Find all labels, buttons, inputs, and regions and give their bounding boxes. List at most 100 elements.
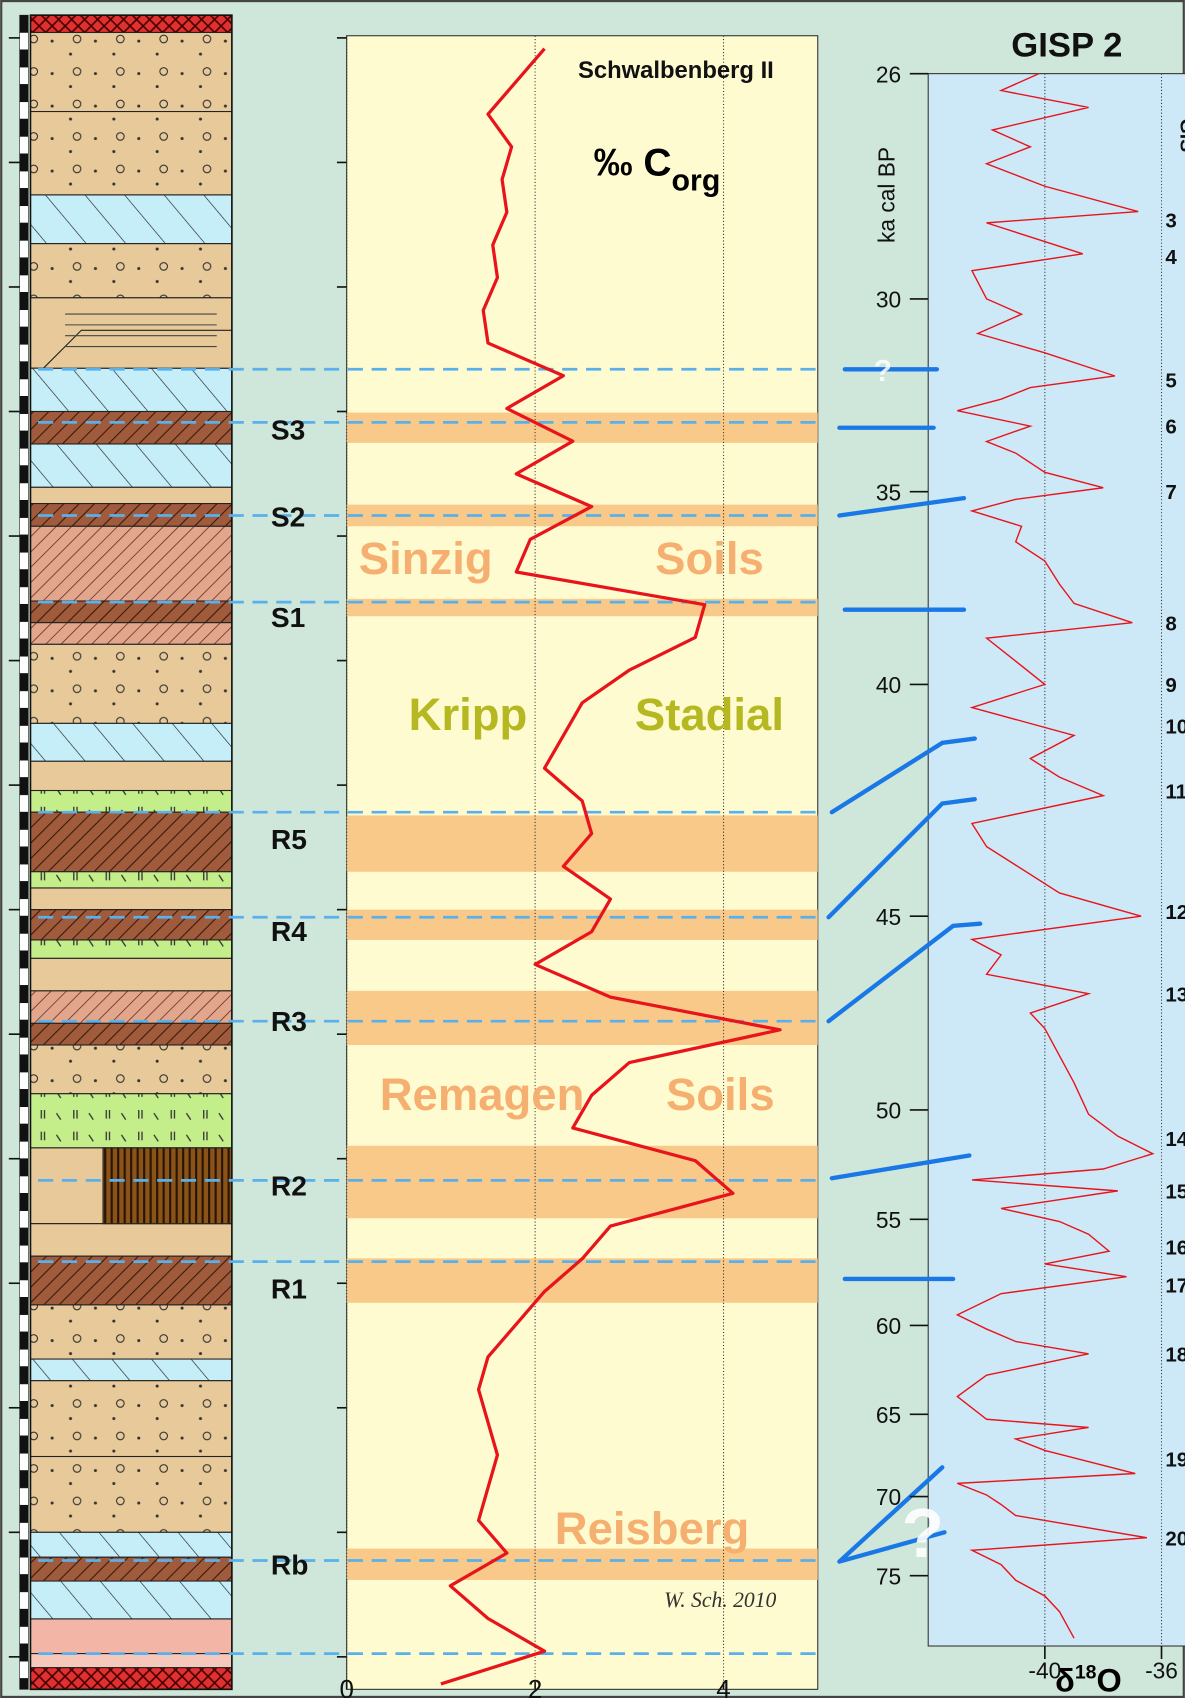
gis-label: 20 bbox=[1165, 1527, 1185, 1550]
tie-lines bbox=[826, 367, 983, 1564]
gis-label: 3 bbox=[1165, 210, 1176, 233]
ruler-segment bbox=[19, 621, 29, 640]
y-tick-label: 40 bbox=[876, 672, 901, 698]
ruler-segment bbox=[19, 881, 29, 900]
x-tick-label: 4 bbox=[716, 1674, 730, 1698]
question-mark: ? bbox=[873, 355, 892, 388]
ruler-segment bbox=[19, 777, 29, 796]
ruler-segment bbox=[19, 915, 29, 934]
ruler-segment bbox=[19, 759, 29, 778]
ruler-segment bbox=[19, 1037, 29, 1056]
ruler-segment bbox=[19, 1626, 29, 1645]
litho-layer bbox=[29, 503, 233, 527]
tie-line bbox=[829, 1153, 972, 1181]
corg-unit: ‰ Corg bbox=[594, 141, 721, 197]
annotation: Sinzig bbox=[359, 533, 493, 584]
ruler-segment bbox=[19, 1106, 29, 1125]
gis-label: 7 bbox=[1165, 481, 1176, 504]
x-tick-label: 2 bbox=[528, 1674, 542, 1698]
gis-label: 10 bbox=[1165, 716, 1185, 739]
ruler-segment bbox=[19, 1418, 29, 1437]
gis-label: 15 bbox=[1165, 1180, 1185, 1203]
litho-layer bbox=[29, 1667, 233, 1690]
ruler-segment bbox=[19, 170, 29, 189]
gisp-y-label: ka cal BP bbox=[874, 147, 900, 243]
ruler-segment bbox=[19, 465, 29, 484]
y-tick-label: 75 bbox=[876, 1563, 901, 1589]
ruler-segment bbox=[19, 517, 29, 536]
ruler-segment bbox=[19, 1504, 29, 1523]
soil-label: R2 bbox=[271, 1171, 307, 1202]
soil-band bbox=[346, 990, 818, 1046]
litho-layer bbox=[29, 367, 233, 413]
ruler-segment bbox=[19, 586, 29, 605]
ruler-segment bbox=[19, 933, 29, 952]
soil-label: R5 bbox=[271, 824, 307, 855]
gis-label: 12 bbox=[1165, 901, 1185, 924]
ruler-segment bbox=[19, 396, 29, 414]
soil-label: R4 bbox=[271, 916, 307, 947]
litho-layer bbox=[29, 1093, 233, 1149]
litho-frame bbox=[29, 14, 233, 1691]
ruler-segment bbox=[19, 1591, 29, 1610]
ruler-segment bbox=[19, 1678, 29, 1690]
x-tick-label: -36 bbox=[1145, 1658, 1178, 1684]
litho-layer bbox=[29, 1223, 233, 1257]
soil-label: R3 bbox=[271, 1006, 307, 1037]
ruler-segment bbox=[19, 846, 29, 865]
lithology-column bbox=[29, 14, 233, 1691]
question-mark: ? bbox=[902, 1494, 944, 1572]
ruler-segment bbox=[19, 811, 29, 830]
ruler-segment bbox=[19, 1158, 29, 1177]
gis-label: 9 bbox=[1165, 674, 1176, 697]
gis-label: 8 bbox=[1165, 612, 1176, 635]
ruler-segment bbox=[19, 1227, 29, 1246]
litho-layer bbox=[29, 1255, 233, 1306]
y-tick-label: 30 bbox=[876, 287, 901, 313]
gisp-title: GISP 2 bbox=[1011, 26, 1122, 64]
d18o-line bbox=[955, 73, 1155, 1639]
corg-title: Schwalbenberg II bbox=[578, 57, 774, 84]
tie-line bbox=[837, 495, 967, 518]
tie-line bbox=[826, 921, 983, 1024]
litho-layer bbox=[29, 243, 233, 299]
y-tick-label: 65 bbox=[876, 1402, 901, 1428]
ruler-segment bbox=[19, 1123, 29, 1142]
litho-layer bbox=[29, 600, 233, 624]
soil-band bbox=[346, 1548, 818, 1580]
ruler-segment bbox=[19, 1435, 29, 1454]
litho-layer bbox=[29, 1556, 233, 1582]
soil-label: S2 bbox=[271, 501, 305, 532]
ruler-segment bbox=[19, 725, 29, 744]
gis-label: 5 bbox=[1165, 369, 1176, 392]
y-tick-label: 26 bbox=[876, 61, 901, 87]
y-tick-label: 45 bbox=[876, 904, 901, 930]
y-tick-label: 50 bbox=[876, 1098, 901, 1124]
annotation: Reisberg bbox=[555, 1503, 750, 1554]
annotation: Remagen bbox=[380, 1069, 585, 1120]
litho-layer bbox=[29, 443, 233, 488]
ruler-segment bbox=[19, 1522, 29, 1541]
ruler-segment bbox=[19, 292, 29, 310]
ruler-segment bbox=[19, 1262, 29, 1281]
gis-label: 6 bbox=[1165, 416, 1176, 439]
soil-label: R1 bbox=[271, 1273, 307, 1304]
ruler-segment bbox=[19, 326, 29, 345]
ruler-segment bbox=[19, 552, 29, 570]
litho-layer bbox=[29, 410, 233, 445]
soil-band bbox=[346, 1258, 818, 1303]
ruler-segment bbox=[19, 603, 29, 622]
ruler-segment bbox=[19, 14, 29, 33]
ruler-segment bbox=[19, 1383, 29, 1402]
annotation: Stadial bbox=[635, 689, 784, 740]
ruler-segment bbox=[19, 1608, 29, 1627]
litho-layer bbox=[29, 990, 233, 1024]
gis-label: 11 bbox=[1165, 781, 1185, 804]
corg-unit-sub: org bbox=[672, 165, 721, 198]
gis-label: 13 bbox=[1165, 983, 1185, 1006]
ruler-segment bbox=[19, 1193, 29, 1211]
corg-line bbox=[440, 47, 782, 1686]
ruler-segment bbox=[19, 1297, 29, 1315]
ruler-segment bbox=[19, 188, 29, 207]
ruler-segment bbox=[19, 101, 29, 120]
